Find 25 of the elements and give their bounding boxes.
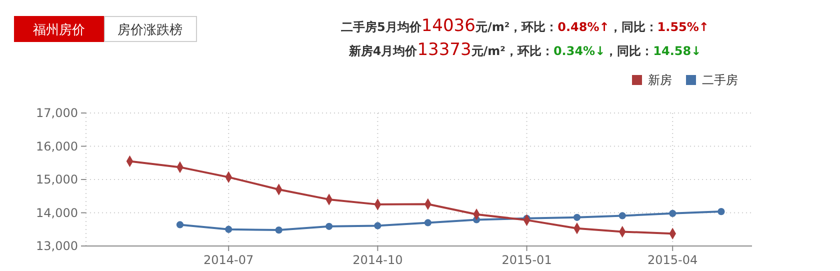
point — [326, 222, 333, 230]
point — [669, 210, 676, 217]
point — [225, 226, 232, 233]
text: 二手房5月均价14036元/m²，环比：0.48%↑，同比：1.55%↑ — [341, 16, 709, 36]
text: 新房4月均价13373元/m²，环比：0.34%↓，同比：14.58↓ — [348, 40, 702, 60]
y-tick-label: 13,000 — [36, 239, 78, 253]
y-tick-label: 16,000 — [36, 139, 78, 154]
point — [718, 208, 725, 216]
y-tick-label: 15,000 — [36, 172, 78, 186]
y-tick-label: 14,000 — [36, 206, 78, 220]
x-tick-label: 2014-07 — [204, 253, 254, 267]
point — [374, 222, 382, 230]
y-tick-label: 17,000 — [36, 106, 78, 120]
x-tick-label: 2015-04 — [648, 253, 698, 267]
point — [176, 221, 184, 228]
point — [573, 214, 581, 221]
point — [618, 212, 626, 220]
x-tick-label: 2015-01 — [502, 253, 552, 267]
text: 福州房价 — [33, 22, 85, 38]
point — [275, 226, 282, 234]
x-tick-label: 2014-10 — [352, 253, 403, 267]
legend-label: 新房 — [648, 73, 672, 87]
text: 房价涨跌榜 — [118, 22, 182, 38]
legend-label: 二手房 — [702, 73, 738, 87]
point — [424, 219, 432, 226]
